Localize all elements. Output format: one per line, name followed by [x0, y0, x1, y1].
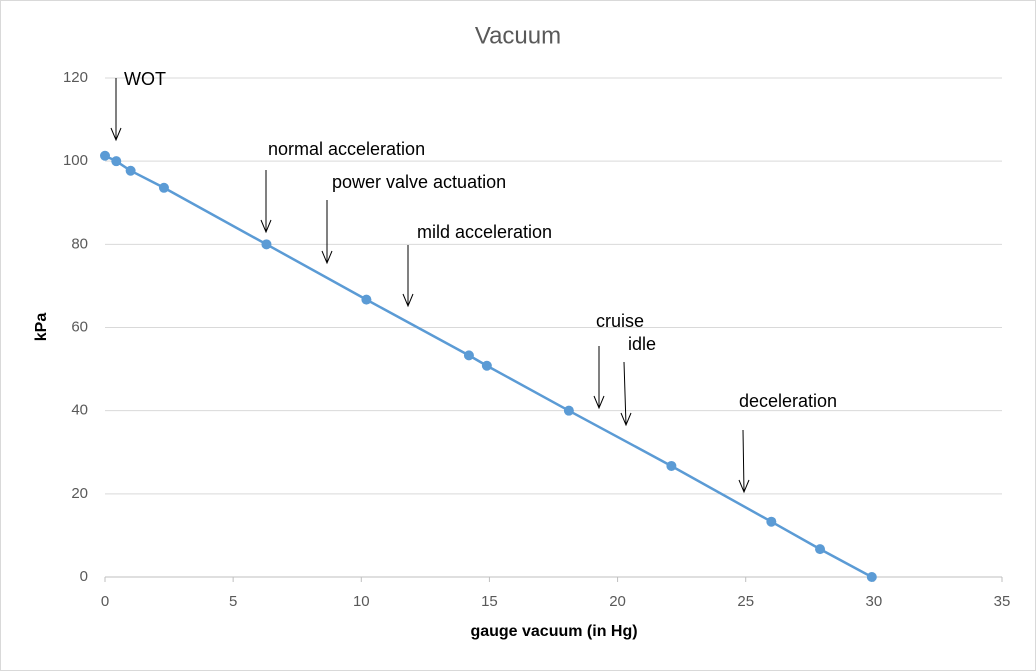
- x-tick-label: 35: [994, 593, 1011, 610]
- data-point: [866, 572, 877, 582]
- chart-title: Vacuum: [475, 22, 561, 49]
- annotations: WOT normal acceleration power valve actu…: [110, 69, 837, 494]
- data-point: [666, 460, 677, 471]
- arrow: [402, 245, 414, 308]
- data-point: [463, 350, 474, 361]
- y-tick-label: 40: [71, 402, 88, 419]
- y-tick-label: 20: [71, 485, 88, 502]
- annotation: mild acceleration: [417, 222, 552, 242]
- x-tick-label: 15: [481, 593, 498, 610]
- arrow: [738, 429, 750, 494]
- arrow: [110, 78, 122, 142]
- data-point: [261, 239, 272, 250]
- annotation: normal acceleration: [268, 139, 425, 159]
- data-point: [766, 516, 777, 527]
- y-tick-label: 60: [71, 318, 88, 335]
- arrow: [593, 346, 605, 410]
- arrow: [321, 200, 333, 265]
- arrow: [620, 361, 632, 427]
- arrow: [260, 170, 272, 234]
- data-point: [158, 182, 169, 193]
- data-point: [111, 156, 122, 167]
- y-tick-label: 100: [63, 152, 88, 169]
- annotation: power valve actuation: [332, 172, 506, 192]
- data-point: [125, 165, 136, 176]
- x-tick-label: 5: [229, 593, 237, 610]
- y-tick-label: 80: [71, 235, 88, 252]
- x-tick-label: 10: [353, 593, 370, 610]
- x-tick-label: 20: [609, 593, 626, 610]
- y-tick-label: 120: [63, 69, 88, 86]
- x-tick-label: 30: [866, 593, 883, 610]
- annotation: deceleration: [739, 391, 837, 411]
- data-point: [361, 294, 372, 305]
- x-axis-label: gauge vacuum (in Hg): [470, 623, 637, 640]
- data-point: [815, 544, 826, 555]
- annotation: WOT: [124, 69, 166, 89]
- data-point: [563, 405, 574, 416]
- y-tick-label: 0: [80, 568, 88, 585]
- y-axis-label: kPa: [33, 313, 50, 342]
- data-point: [481, 360, 492, 371]
- x-tick-label: 0: [101, 593, 109, 610]
- data-point: [100, 150, 110, 161]
- annotation: cruise: [596, 311, 644, 331]
- annotation: idle: [628, 334, 656, 354]
- x-tick-label: 25: [737, 593, 754, 610]
